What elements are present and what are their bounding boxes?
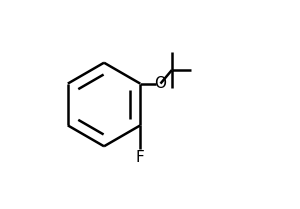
Text: F: F: [136, 150, 145, 165]
Text: O: O: [154, 76, 166, 91]
